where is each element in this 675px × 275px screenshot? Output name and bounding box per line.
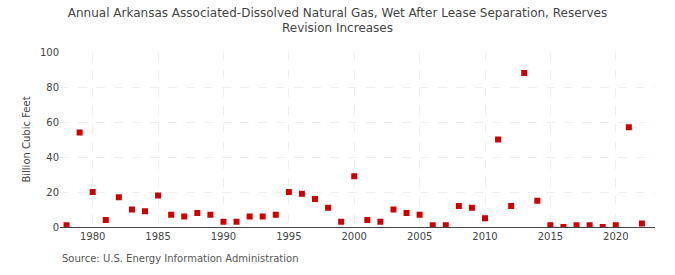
svg-text:1985: 1985: [145, 231, 170, 242]
svg-text:80: 80: [46, 82, 59, 93]
svg-text:2005: 2005: [407, 231, 432, 242]
svg-text:0: 0: [53, 222, 59, 233]
svg-text:1980: 1980: [80, 231, 105, 242]
svg-text:20: 20: [46, 187, 59, 198]
svg-text:100: 100: [40, 47, 59, 58]
svg-text:2015: 2015: [538, 231, 563, 242]
svg-text:1990: 1990: [211, 231, 236, 242]
svg-text:60: 60: [46, 117, 59, 128]
svg-text:Billion Cubic Feet: Billion Cubic Feet: [21, 96, 32, 182]
svg-text:2020: 2020: [603, 231, 628, 242]
svg-text:Annual Arkansas Associated-Dis: Annual Arkansas Associated-Dissolved Nat…: [68, 6, 607, 36]
svg-text:1995: 1995: [276, 231, 301, 242]
svg-text:2010: 2010: [472, 231, 497, 242]
svg-text:Source: U.S. Energy Informatio: Source: U.S. Energy Information Administ…: [62, 253, 299, 264]
svg-text:2000: 2000: [342, 231, 367, 242]
svg-text:40: 40: [46, 152, 59, 163]
